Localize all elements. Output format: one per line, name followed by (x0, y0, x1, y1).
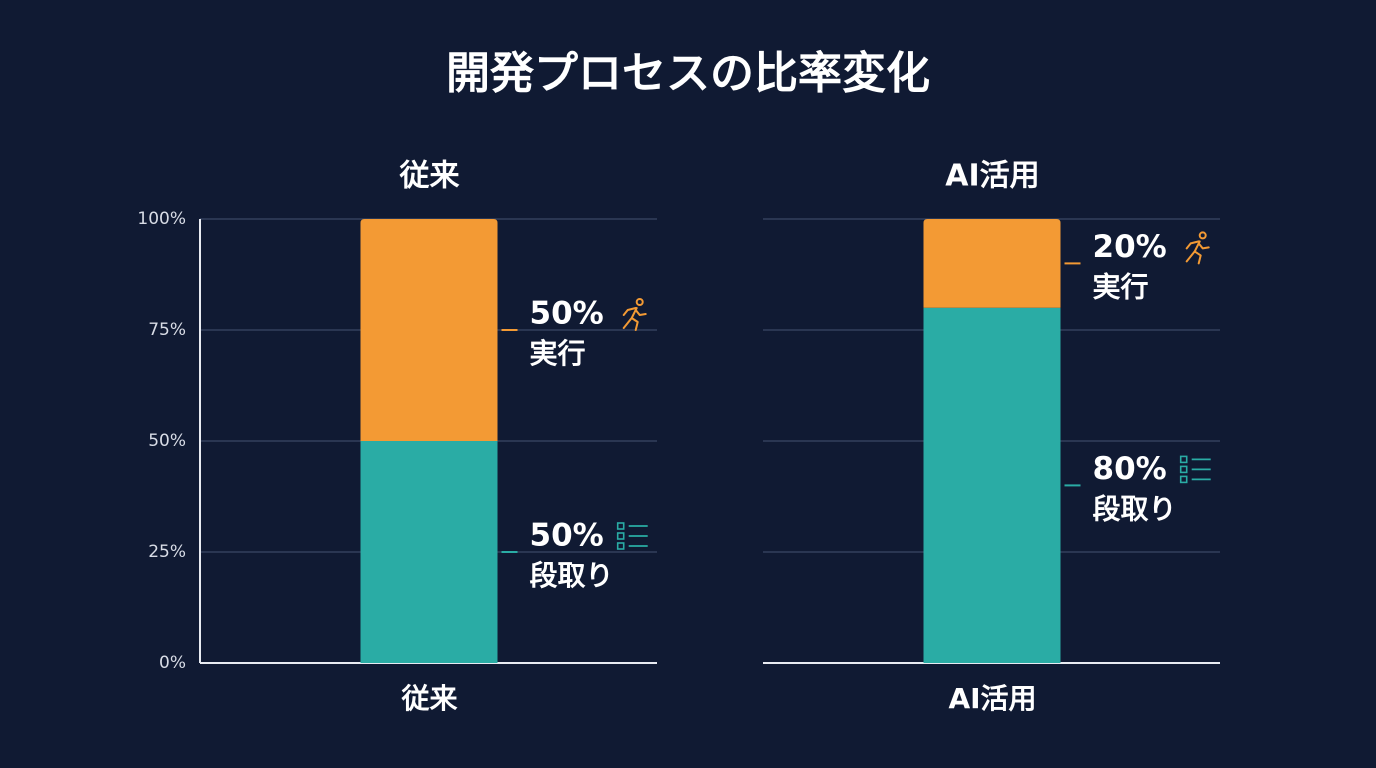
runner-head (1198, 231, 1207, 240)
y-tick-label: 100% (137, 209, 186, 229)
x-tick-label: 従来 (400, 682, 457, 715)
series-label: 実行 (1093, 270, 1149, 303)
series-label: 段取り (1093, 492, 1177, 525)
value-label: 20% (1093, 229, 1167, 265)
y-tick-label: 25% (148, 542, 186, 562)
bar-segment (360, 219, 498, 441)
list-icon-box (616, 522, 625, 530)
runner-body (1185, 240, 1210, 265)
value-label: 50% (530, 296, 604, 332)
runner-body (622, 307, 647, 331)
bar-segment (360, 441, 498, 663)
list-icon (616, 522, 648, 550)
value-label: 50% (530, 518, 604, 554)
list-icon (1179, 455, 1211, 484)
bar-segment (923, 307, 1061, 663)
runner-head (635, 298, 644, 306)
value-label: 80% (1093, 451, 1167, 487)
page-title: 開発プロセスの比率変化 (446, 48, 930, 99)
chart-subtitle: AI活用 (945, 159, 1039, 194)
series-label: 実行 (530, 337, 586, 370)
list-icon-box (1179, 465, 1188, 474)
x-tick-label: AI活用 (948, 682, 1036, 715)
y-tick-label: 50% (148, 431, 186, 451)
list-icon-box (616, 542, 625, 550)
chart-subtitle: 従来 (399, 159, 460, 194)
y-tick-label: 75% (148, 320, 186, 340)
bar-segment (923, 219, 1061, 308)
series-label: 段取り (530, 559, 614, 592)
list-icon-box (1179, 475, 1188, 484)
runner-icon (1185, 231, 1210, 265)
list-icon-box (1179, 455, 1188, 464)
y-tick-label: 0% (159, 653, 186, 673)
runner-icon (622, 298, 647, 331)
list-icon-box (616, 532, 625, 540)
